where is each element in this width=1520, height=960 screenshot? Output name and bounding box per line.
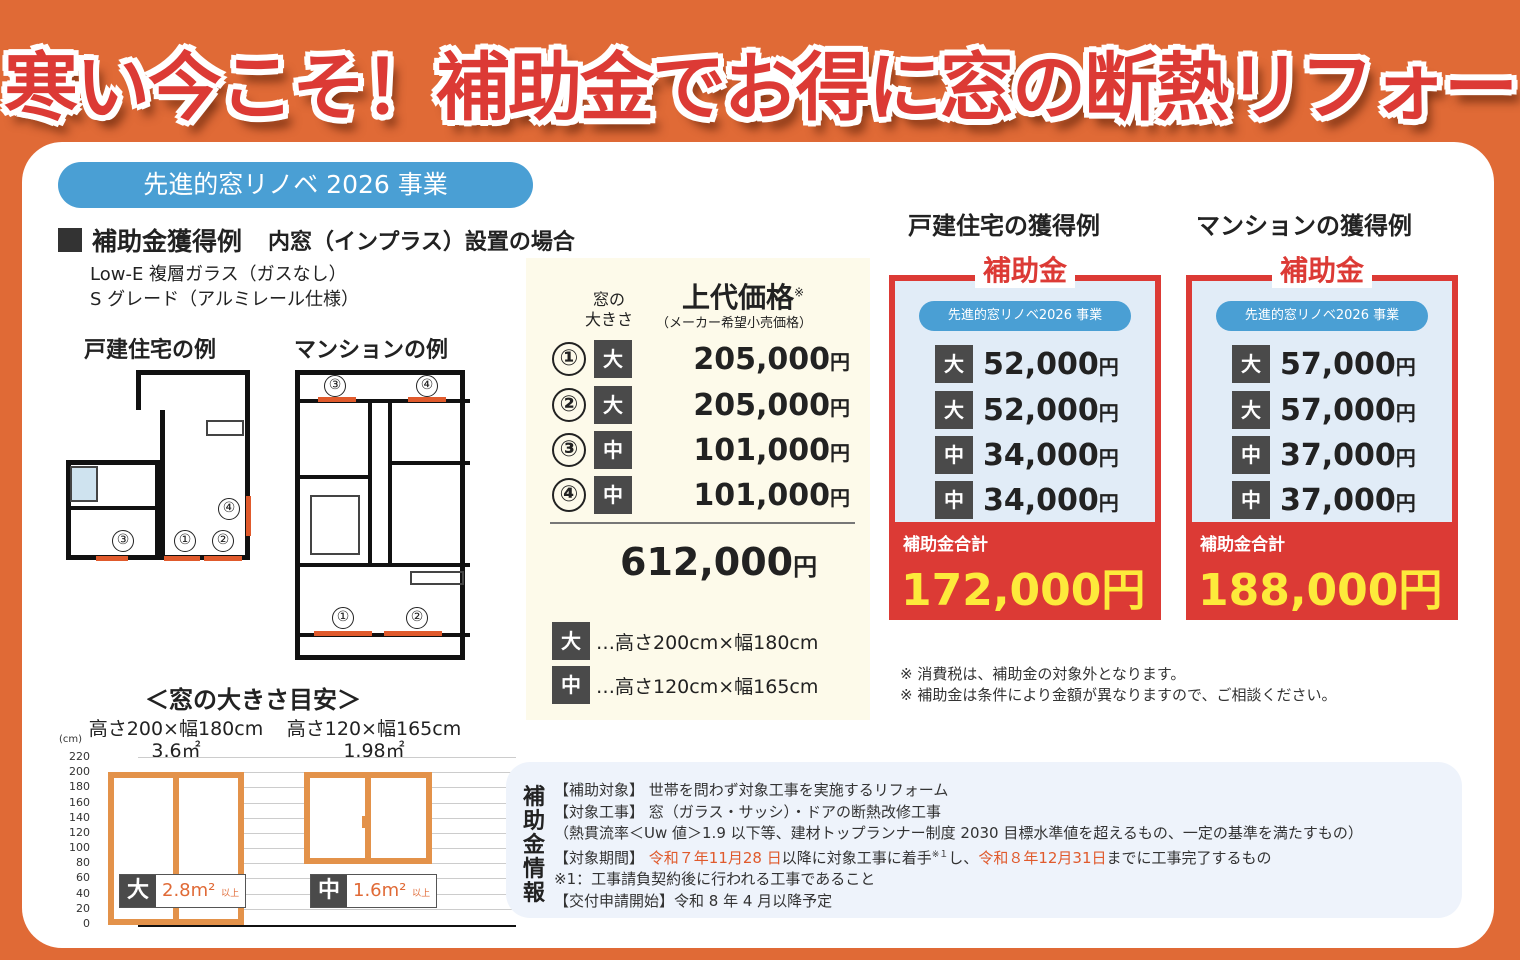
mansion-subsidy-total: 補助金合計 188,000円 bbox=[1186, 522, 1458, 620]
subsidy-tag: 補助金 bbox=[1272, 254, 1372, 288]
house-subsidy-total: 補助金合計 172,000円 bbox=[889, 522, 1161, 620]
medium-window-illustration bbox=[304, 772, 432, 864]
price-row: ① 大 205,000円 bbox=[552, 340, 850, 378]
house-floor-plan: ③ ① ② ④ bbox=[66, 370, 251, 561]
medium-window-caption: 高さ120×幅165cm 1.98㎡ bbox=[286, 718, 462, 762]
section-title: 補助金獲得例 内窓（インプラス）設置の場合 bbox=[58, 222, 575, 258]
price-row: ② 大 205,000円 bbox=[552, 386, 850, 424]
window-size-chart: (cm) 220 200 180 160 140 120 100 80 60 4… bbox=[50, 734, 516, 940]
col-header-price-sub: （メーカー希望小売価格） bbox=[656, 316, 813, 331]
house-subsidy-box: 先進的窓リノベ2026 事業 大 52,000円 大 52,000円 中 34,000… bbox=[889, 275, 1161, 620]
spec-lines: Low-E 複層ガラス（ガスなし） S グレード（アルミレール仕様） bbox=[90, 264, 359, 310]
col-header-price: 上代価格※ bbox=[682, 281, 805, 314]
info-vertical-label: 補 助 金 情 報 bbox=[522, 785, 545, 906]
medium-size-badge: 中 1.6m² 以上 bbox=[310, 874, 438, 908]
mansion-plan-title: マンションの例 bbox=[294, 338, 449, 363]
divider bbox=[550, 522, 855, 524]
mansion-example-title: マンションの獲得例 bbox=[1196, 212, 1412, 240]
size-legend-medium: 中 …高さ120cm×幅165cm bbox=[552, 666, 818, 704]
program-pill: 先進的窓リノベ 2026 事業 bbox=[58, 162, 533, 208]
subsidy-info-box: 補 助 金 情 報 【補助対象】 世帯を問わず対象工事を実施するリフォーム 【対… bbox=[506, 762, 1462, 918]
mansion-subsidy-box: 先進的窓リノベ2026 事業 大 57,000円 大 57,000円 中 37,000… bbox=[1186, 275, 1458, 620]
info-lines: 【補助対象】 世帯を問わず対象工事を実施するリフォーム 【対象工事】 窓（ガラス… bbox=[554, 781, 1363, 910]
price-row: ④ 中 101,000円 bbox=[552, 476, 850, 514]
large-size-badge: 大 2.8m² 以上 bbox=[119, 874, 247, 908]
footnotes: ※ 消費税は、補助金の対象外となります。 ※ 補助金は条件により金額が異なります… bbox=[900, 665, 1337, 704]
subsidy-tag: 補助金 bbox=[975, 254, 1075, 288]
square-bullet-icon bbox=[58, 228, 82, 252]
large-window-caption: 高さ200×幅180cm 3.6㎡ bbox=[88, 718, 264, 762]
house-plan-title: 戸建住宅の例 bbox=[84, 338, 217, 363]
section-subtitle: 内窓（インプラス）設置の場合 bbox=[268, 230, 575, 255]
size-guide-title: ＜窓の大きさ目安＞ bbox=[145, 686, 361, 714]
price-total: 612,000円 bbox=[620, 540, 818, 584]
size-legend-large: 大 …高さ200cm×幅180cm bbox=[552, 622, 818, 660]
mansion-floor-plan: ③ ④ ① ② bbox=[295, 370, 470, 660]
house-example-title: 戸建住宅の獲得例 bbox=[908, 212, 1100, 240]
col-header-size: 窓の 大きさ bbox=[585, 290, 634, 329]
price-row: ③ 中 101,000円 bbox=[552, 431, 850, 469]
